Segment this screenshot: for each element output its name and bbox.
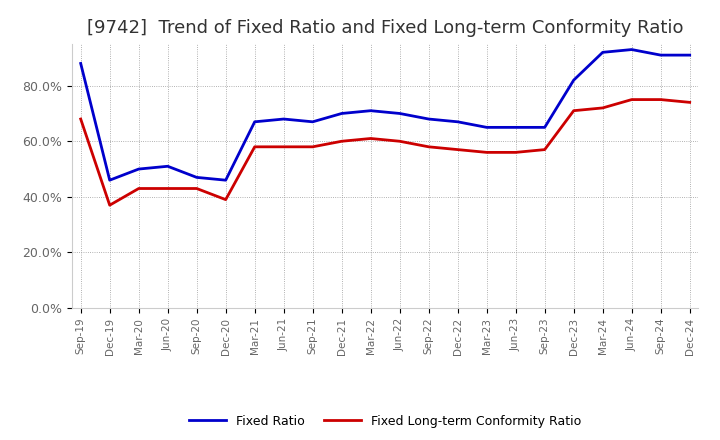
- Fixed Ratio: [221, 177, 230, 183]
- Fixed Long-term Conformity Ratio: [308, 144, 317, 150]
- Fixed Ratio: [105, 177, 114, 183]
- Line: Fixed Ratio: Fixed Ratio: [81, 50, 690, 180]
- Fixed Long-term Conformity Ratio: [221, 197, 230, 202]
- Fixed Ratio: [598, 50, 607, 55]
- Fixed Long-term Conformity Ratio: [541, 147, 549, 152]
- Legend: Fixed Ratio, Fixed Long-term Conformity Ratio: Fixed Ratio, Fixed Long-term Conformity …: [189, 414, 582, 428]
- Fixed Long-term Conformity Ratio: [482, 150, 491, 155]
- Fixed Ratio: [454, 119, 462, 125]
- Fixed Long-term Conformity Ratio: [366, 136, 375, 141]
- Fixed Ratio: [627, 47, 636, 52]
- Fixed Ratio: [338, 111, 346, 116]
- Fixed Long-term Conformity Ratio: [251, 144, 259, 150]
- Fixed Long-term Conformity Ratio: [685, 100, 694, 105]
- Fixed Long-term Conformity Ratio: [598, 105, 607, 110]
- Fixed Long-term Conformity Ratio: [627, 97, 636, 102]
- Fixed Long-term Conformity Ratio: [338, 139, 346, 144]
- Fixed Ratio: [308, 119, 317, 125]
- Fixed Long-term Conformity Ratio: [424, 144, 433, 150]
- Fixed Long-term Conformity Ratio: [163, 186, 172, 191]
- Fixed Long-term Conformity Ratio: [454, 147, 462, 152]
- Fixed Ratio: [657, 52, 665, 58]
- Fixed Long-term Conformity Ratio: [105, 202, 114, 208]
- Fixed Long-term Conformity Ratio: [76, 117, 85, 122]
- Fixed Ratio: [395, 111, 404, 116]
- Fixed Ratio: [251, 119, 259, 125]
- Fixed Ratio: [163, 164, 172, 169]
- Fixed Ratio: [511, 125, 520, 130]
- Fixed Ratio: [135, 166, 143, 172]
- Fixed Ratio: [570, 77, 578, 83]
- Line: Fixed Long-term Conformity Ratio: Fixed Long-term Conformity Ratio: [81, 99, 690, 205]
- Fixed Ratio: [279, 117, 288, 122]
- Fixed Long-term Conformity Ratio: [511, 150, 520, 155]
- Fixed Ratio: [541, 125, 549, 130]
- Fixed Long-term Conformity Ratio: [192, 186, 201, 191]
- Fixed Long-term Conformity Ratio: [135, 186, 143, 191]
- Fixed Long-term Conformity Ratio: [657, 97, 665, 102]
- Fixed Ratio: [76, 61, 85, 66]
- Fixed Long-term Conformity Ratio: [395, 139, 404, 144]
- Fixed Long-term Conformity Ratio: [279, 144, 288, 150]
- Fixed Ratio: [685, 52, 694, 58]
- Fixed Long-term Conformity Ratio: [570, 108, 578, 114]
- Title: [9742]  Trend of Fixed Ratio and Fixed Long-term Conformity Ratio: [9742] Trend of Fixed Ratio and Fixed Lo…: [87, 19, 683, 37]
- Fixed Ratio: [366, 108, 375, 114]
- Fixed Ratio: [192, 175, 201, 180]
- Fixed Ratio: [482, 125, 491, 130]
- Fixed Ratio: [424, 117, 433, 122]
